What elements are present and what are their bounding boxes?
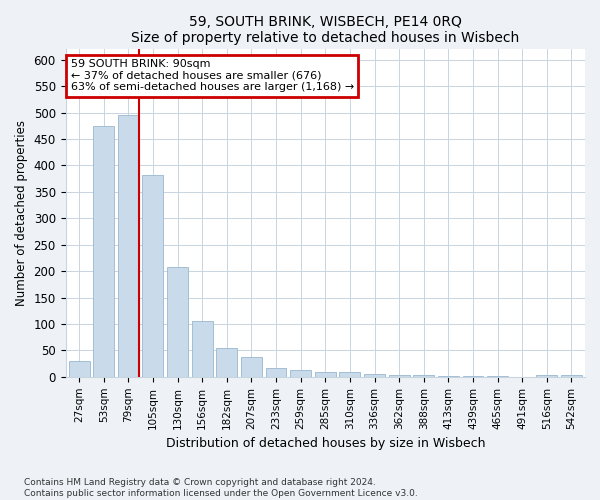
Bar xyxy=(142,175,163,377)
Title: 59, SOUTH BRINK, WISBECH, PE14 0RQ
Size of property relative to detached houses : 59, SOUTH BRINK, WISBECH, PE14 0RQ Size … xyxy=(131,15,520,45)
Bar xyxy=(389,374,410,377)
Bar xyxy=(536,374,557,377)
Text: 59 SOUTH BRINK: 90sqm
← 37% of detached houses are smaller (676)
63% of semi-det: 59 SOUTH BRINK: 90sqm ← 37% of detached … xyxy=(71,59,354,92)
Bar xyxy=(217,348,237,377)
Bar xyxy=(340,372,361,377)
Y-axis label: Number of detached properties: Number of detached properties xyxy=(15,120,28,306)
Bar xyxy=(192,322,212,377)
Text: Contains HM Land Registry data © Crown copyright and database right 2024.
Contai: Contains HM Land Registry data © Crown c… xyxy=(24,478,418,498)
Bar xyxy=(463,376,484,377)
X-axis label: Distribution of detached houses by size in Wisbech: Distribution of detached houses by size … xyxy=(166,437,485,450)
Bar xyxy=(118,114,139,377)
Bar xyxy=(561,374,582,377)
Bar xyxy=(438,376,459,377)
Bar xyxy=(241,358,262,377)
Bar xyxy=(266,368,286,377)
Bar xyxy=(364,374,385,377)
Bar xyxy=(290,370,311,377)
Bar xyxy=(413,374,434,377)
Bar xyxy=(487,376,508,377)
Bar xyxy=(315,372,336,377)
Bar xyxy=(68,361,89,377)
Bar xyxy=(167,268,188,377)
Bar xyxy=(93,126,114,377)
